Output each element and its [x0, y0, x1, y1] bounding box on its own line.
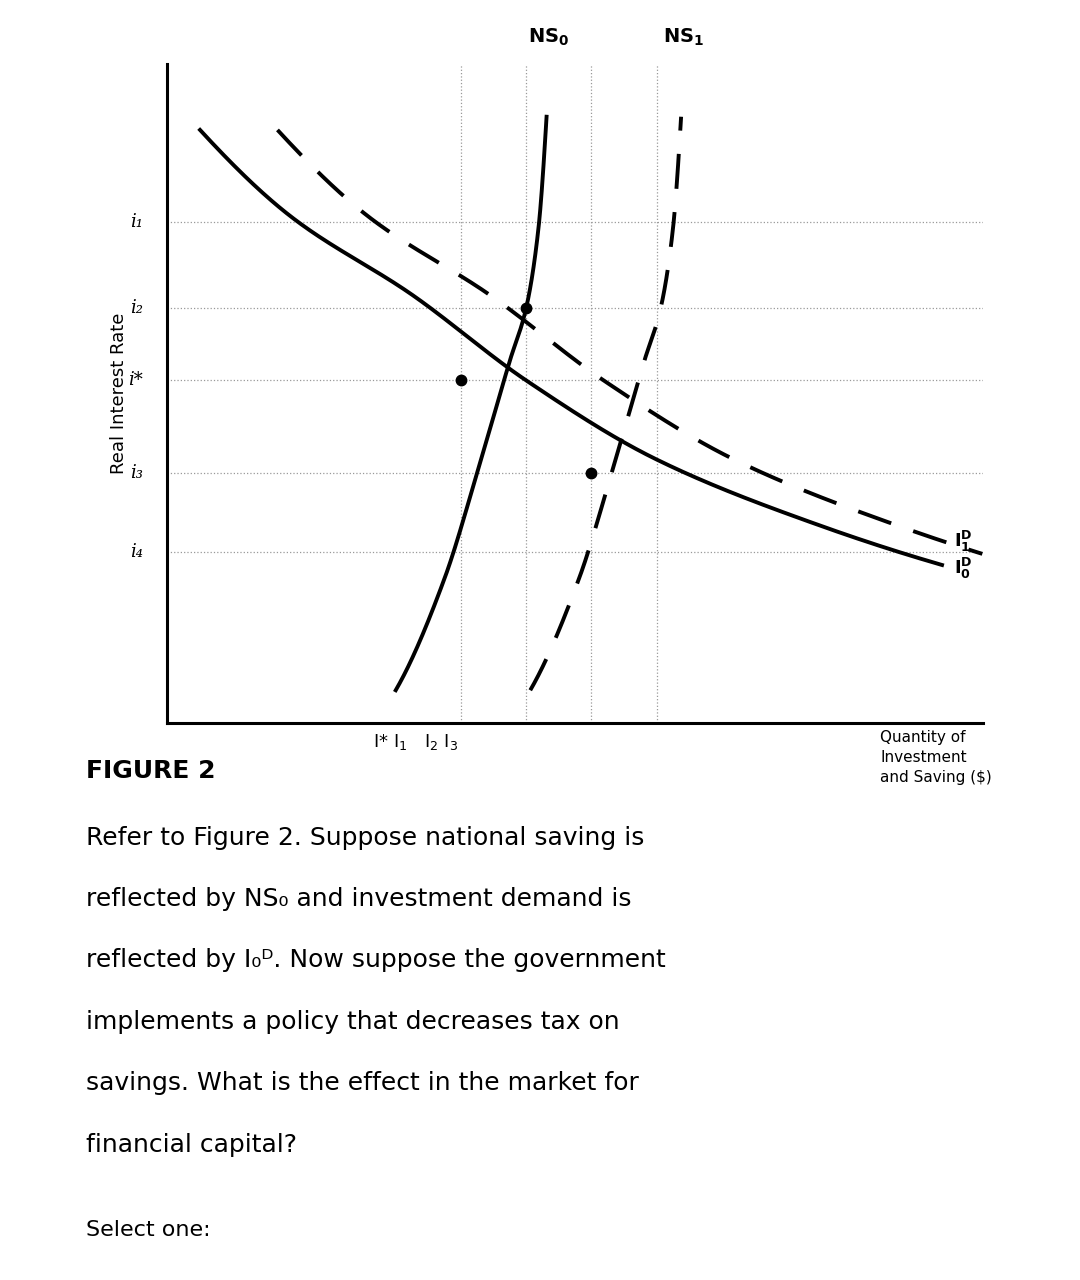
Text: i₃: i₃ — [130, 463, 143, 481]
Text: FIGURE 2: FIGURE 2 — [86, 759, 216, 783]
Text: $\mathbf{I_1^D}$: $\mathbf{I_1^D}$ — [955, 530, 973, 554]
Text: $\mathbf{NS_1}$: $\mathbf{NS_1}$ — [663, 26, 704, 47]
Text: implements a policy that decreases tax on: implements a policy that decreases tax o… — [86, 1010, 620, 1034]
Text: Select one:: Select one: — [86, 1220, 211, 1240]
Text: i₄: i₄ — [130, 543, 143, 561]
Text: reflected by NS₀ and investment demand is: reflected by NS₀ and investment demand i… — [86, 887, 632, 911]
Text: savings. What is the effect in the market for: savings. What is the effect in the marke… — [86, 1071, 639, 1096]
Text: i*: i* — [129, 371, 143, 389]
Text: $\mathbf{NS_0}$: $\mathbf{NS_0}$ — [528, 26, 569, 47]
Text: Quantity of
Investment
and Saving ($): Quantity of Investment and Saving ($) — [880, 730, 991, 786]
Text: i₁: i₁ — [130, 214, 143, 232]
Text: Refer to Figure 2. Suppose national saving is: Refer to Figure 2. Suppose national savi… — [86, 826, 645, 850]
Text: reflected by I₀ᴰ. Now suppose the government: reflected by I₀ᴰ. Now suppose the govern… — [86, 948, 666, 973]
Text: $\mathbf{I_0^D}$: $\mathbf{I_0^D}$ — [955, 556, 973, 581]
Text: i₂: i₂ — [130, 300, 143, 317]
Y-axis label: Real Interest Rate: Real Interest Rate — [110, 312, 127, 475]
Text: I* I$_1$   I$_2$ I$_3$: I* I$_1$ I$_2$ I$_3$ — [373, 732, 459, 753]
Text: financial capital?: financial capital? — [86, 1133, 297, 1157]
